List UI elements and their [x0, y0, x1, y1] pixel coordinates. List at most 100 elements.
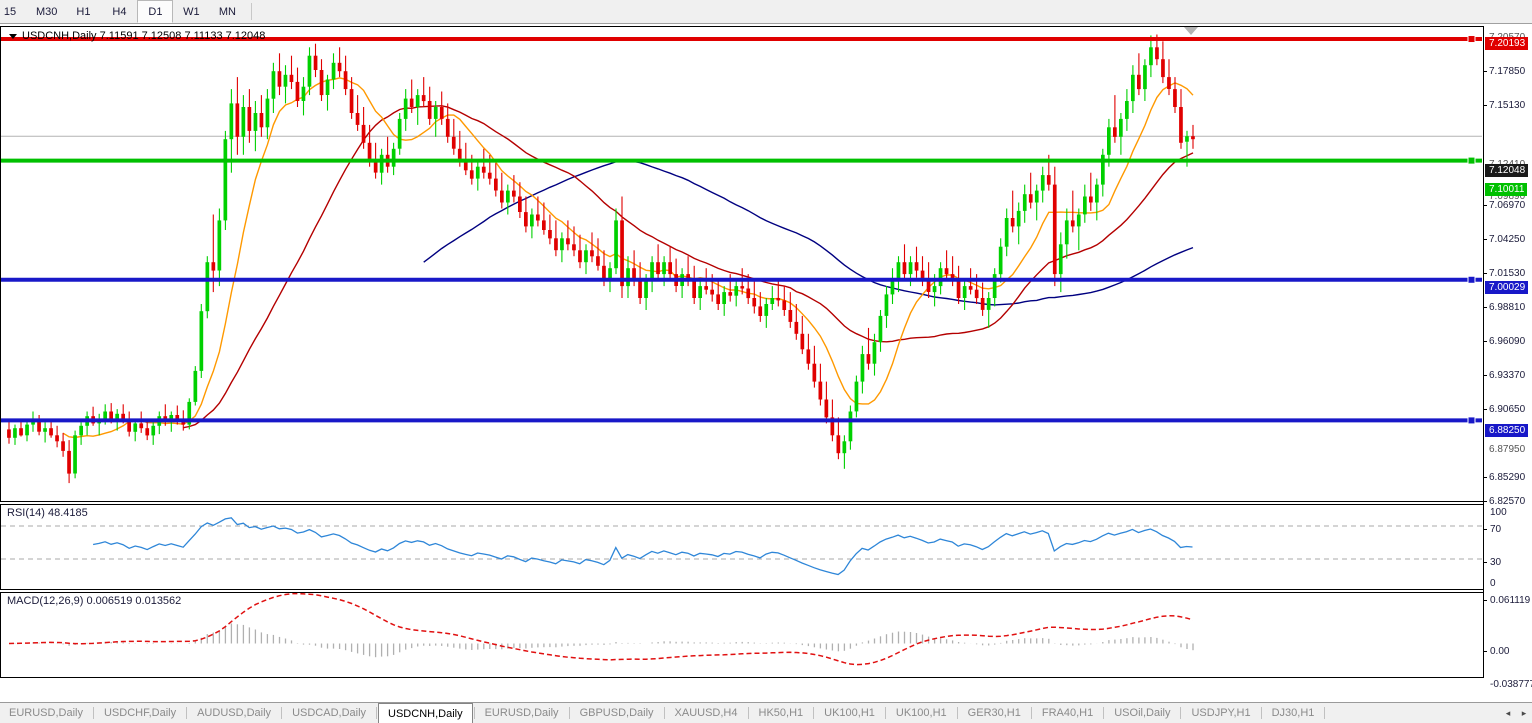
candle-body: [902, 262, 907, 275]
tab-divider: [813, 707, 815, 719]
chart-tab-usdjpy-h1[interactable]: USDJPY,H1: [1182, 703, 1260, 723]
candle-body: [49, 428, 53, 436]
price-tick: 7.04250: [1484, 234, 1532, 246]
candle-body: [7, 429, 11, 438]
candle-body: [211, 262, 216, 271]
candle-body: [79, 425, 83, 436]
candle-body: [301, 86, 306, 101]
candle-body: [37, 418, 41, 432]
chart-tab-fra40-h1[interactable]: FRA40,H1: [1032, 703, 1103, 723]
resistance-price-badge[interactable]: 7.20193: [1485, 37, 1529, 50]
support-price-badge[interactable]: 7.10011: [1485, 183, 1528, 196]
candle-body: [560, 238, 564, 251]
price-tick: 6.85290: [1484, 472, 1532, 484]
candle-body: [830, 417, 835, 436]
candle-body: [475, 166, 480, 179]
chart-tab-usdcad-daily[interactable]: USDCAD,Daily: [283, 703, 376, 723]
macd-chart-svg: [8, 593, 1194, 666]
candle-body: [950, 274, 955, 281]
candle-body: [806, 349, 811, 364]
price-level-handle[interactable]: [1467, 156, 1476, 165]
candle-body: [614, 220, 618, 269]
tab-divider: [473, 707, 475, 719]
price-level-handle[interactable]: [1467, 275, 1476, 284]
candle-body: [776, 298, 781, 301]
chart-tab-usdchf-daily[interactable]: USDCHF,Daily: [94, 703, 186, 723]
macd-indicator-pane[interactable]: MACD(12,26,9) 0.006519 0.013562: [0, 592, 1483, 678]
candle-body: [115, 413, 119, 420]
candle-body: [1179, 107, 1183, 143]
level-price-badge-700[interactable]: 7.00029: [1485, 281, 1529, 294]
price-level-handle[interactable]: [1467, 35, 1476, 44]
price-tick: 7.06970: [1484, 200, 1532, 212]
candle-body: [463, 160, 468, 171]
candle-body: [746, 288, 751, 299]
macd-scale-tick: -0.038777: [1490, 679, 1532, 690]
candle-body: [962, 286, 967, 298]
candle-body: [704, 286, 708, 290]
candle-body: [782, 300, 787, 310]
chart-tab-gbpusd-daily[interactable]: GBPUSD,Daily: [570, 703, 663, 723]
candle-body: [572, 244, 576, 251]
current-price-badge[interactable]: 7.12048: [1485, 164, 1529, 177]
candle-body: [187, 401, 192, 425]
candle-body: [662, 262, 666, 275]
candle-body: [73, 435, 77, 474]
candle-body: [109, 411, 113, 420]
timeframe-button-m15[interactable]: 15: [0, 0, 28, 23]
chart-tab-usoil-daily[interactable]: USOil,Daily: [1105, 703, 1180, 723]
timeframe-button-m30[interactable]: M30: [28, 0, 66, 23]
tab-divider: [1260, 707, 1262, 719]
candle-body: [151, 425, 156, 436]
chart-tab-ger30-h1[interactable]: GER30,H1: [958, 703, 1030, 723]
candle-body: [451, 136, 456, 149]
candle-body: [890, 280, 895, 295]
candle-body: [283, 74, 288, 87]
chart-tab-uk100-h1[interactable]: UK100,H1: [886, 703, 956, 723]
tab-scroll-left-icon[interactable]: ◂: [1505, 707, 1511, 718]
candle-body: [223, 139, 228, 221]
candle-body: [1052, 184, 1057, 275]
chart-tab-uk100-h1[interactable]: UK100,H1: [815, 703, 884, 723]
candle-body: [494, 178, 498, 191]
candle-body: [506, 190, 510, 203]
tab-scroll-right-icon[interactable]: ▸: [1521, 707, 1527, 718]
candle-body: [920, 270, 925, 281]
candle-body: [193, 370, 198, 402]
level-price-badge-688[interactable]: 6.88250: [1485, 424, 1529, 437]
chart-tab-eurusd-daily[interactable]: EURUSD,Daily: [475, 703, 568, 723]
chart-tab-hk50-h1[interactable]: HK50,H1: [749, 703, 813, 723]
price-chart-pane[interactable]: USDCNH,Daily 7.11591 7.12508 7.11133 7.1…: [0, 26, 1483, 502]
chart-tab-usdcnh-daily[interactable]: USDCNH,Daily: [378, 703, 473, 723]
timeframe-button-d1[interactable]: D1: [137, 0, 174, 23]
candle-body: [25, 424, 29, 436]
rsi-indicator-pane[interactable]: RSI(14) 48.4185: [0, 504, 1483, 590]
candle-body: [596, 256, 600, 266]
timeframe-button-h1[interactable]: H1: [65, 0, 102, 23]
timeframe-button-mn[interactable]: MN: [209, 0, 246, 23]
candle-body: [361, 124, 366, 143]
collapse-triangle-icon[interactable]: [9, 34, 17, 39]
candle-body: [848, 411, 853, 442]
chart-tab-xauusd-h4[interactable]: XAUUSD,H4: [665, 703, 747, 723]
price-scale[interactable]: 7.17850 7.15130 7.06970 7.04250 7.01530 …: [1483, 26, 1532, 690]
timeframe-button-h4[interactable]: H4: [101, 0, 138, 23]
chart-tab-dj30-h1[interactable]: DJ30,H1: [1262, 703, 1324, 723]
candle-body: [1046, 175, 1051, 185]
candle-body: [217, 220, 222, 271]
candle-body: [656, 262, 660, 275]
candle-body: [445, 118, 450, 137]
chart-tab-eurusd-daily[interactable]: EURUSD,Daily: [0, 703, 92, 723]
rsi-label: RSI(14) 48.4185: [7, 507, 88, 519]
tab-divider: [1324, 707, 1326, 719]
timeframe-button-w1[interactable]: W1: [173, 0, 210, 23]
candle-body: [1119, 118, 1123, 137]
candle-body: [842, 441, 847, 454]
toolbar-empty-area: [252, 0, 1532, 23]
chart-tab-audusd-daily[interactable]: AUDUSD,Daily: [188, 703, 281, 723]
candle-body: [752, 298, 757, 307]
candle-body: [1070, 220, 1075, 227]
price-level-handle[interactable]: [1467, 416, 1476, 425]
candle-body: [337, 62, 342, 72]
